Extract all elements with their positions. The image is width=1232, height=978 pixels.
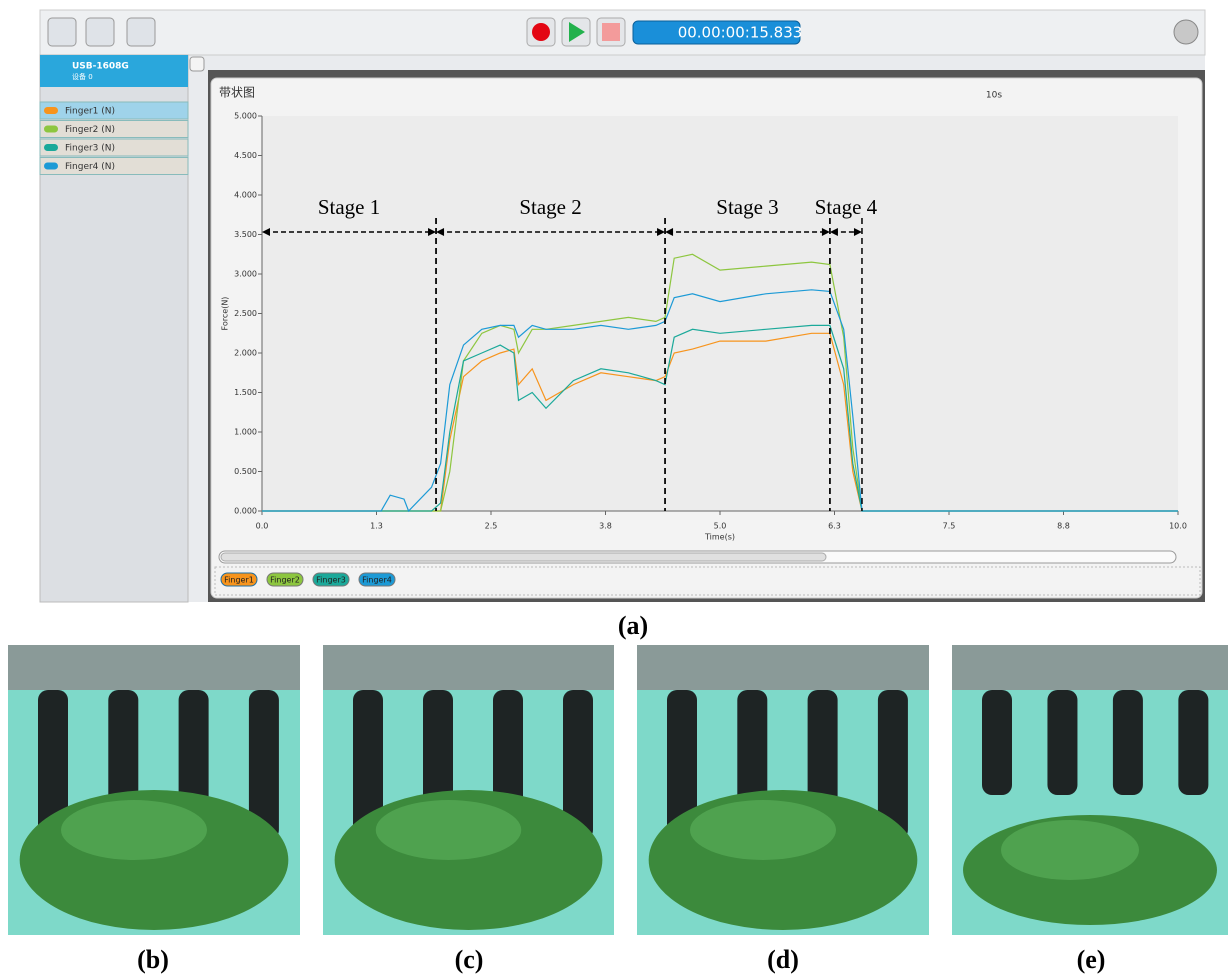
stage-label: Stage 4 [815,195,878,219]
photo [8,645,300,935]
x-tick-label: 10.0 [1169,522,1187,531]
collapse-button[interactable] [190,57,204,71]
channel-swatch [44,126,58,133]
gripper-finger [1178,690,1208,795]
x-tick-label: 7.5 [943,522,956,531]
gripper-finger [1113,690,1143,795]
x-tick-label: 1.3 [370,522,383,531]
channel-label: Finger1 (N) [65,107,115,117]
figure-label: (e) [1077,945,1106,974]
y-tick-label: 2.500 [234,309,257,318]
lettuce-highlight [61,800,207,860]
photo [637,645,929,935]
device-name: USB-1608G [72,62,129,72]
photo [323,645,614,935]
layout-button[interactable] [127,18,155,46]
y-tick-label: 3.000 [234,270,257,279]
figure-label: (c) [455,945,484,974]
figure: 00.00:00:15.833 USB-1608G 设备 0 带状图 10s F… [0,0,1232,978]
x-tick-label: 2.5 [485,522,498,531]
scroll-thumb[interactable] [221,553,826,561]
timer: 00.00:00:15.833 [678,24,803,42]
lettuce-highlight [1001,820,1139,880]
photo-top [323,645,614,690]
add-chart-button[interactable] [86,18,114,46]
settings-button[interactable] [1174,20,1198,44]
y-tick-label: 2.000 [234,349,257,358]
x-tick-label: 5.0 [714,522,727,531]
legend-label: Finger1 [224,576,254,585]
y-tick-label: 0.500 [234,467,257,476]
span-label: 10s [986,91,1002,101]
lettuce-highlight [690,800,836,860]
stage-label: Stage 2 [519,195,581,219]
stage-label: Stage 3 [716,195,778,219]
photo-top [8,645,300,690]
y-tick-label: 5.000 [234,112,257,121]
channel-swatch [44,144,58,151]
legend-label: Finger3 [316,576,346,585]
record-icon [532,23,550,41]
y-tick-label: 4.500 [234,151,257,160]
photo [952,645,1228,935]
figure-label: (d) [767,945,799,974]
stop-icon [602,23,620,41]
chart-window-title: 带状图 [219,86,255,100]
stage-label: Stage 1 [318,195,380,219]
gripper-finger [982,690,1012,795]
plot-area [262,116,1178,511]
x-tick-label: 3.8 [599,522,612,531]
add-device-button[interactable] [48,18,76,46]
legend-label: Finger4 [362,576,392,585]
x-tick-label: 0.0 [256,522,269,531]
gripper-finger [1047,690,1077,795]
y-tick-label: 1.000 [234,428,257,437]
figure-label: (b) [137,945,169,974]
x-tick-label: 8.8 [1057,522,1070,531]
channel-label: Finger2 (N) [65,125,115,135]
channel-label: Finger4 (N) [65,162,115,172]
lettuce-highlight [376,800,522,860]
channel-swatch [44,107,58,114]
x-axis-label: Time(s) [704,533,735,542]
x-tick-label: 6.3 [828,522,841,531]
channel-swatch [44,163,58,170]
y-tick-label: 4.000 [234,191,257,200]
y-tick-label: 3.500 [234,230,257,239]
legend-label: Finger2 [270,576,300,585]
y-tick-label: 0.000 [234,507,257,516]
device-sub: 设备 0 [72,72,93,81]
figure-label: (a) [618,611,648,640]
y-axis-label: Force(N) [221,297,230,331]
photo-top [952,645,1228,690]
channel-label: Finger3 (N) [65,144,115,154]
photo-top [637,645,929,690]
y-tick-label: 1.500 [234,388,257,397]
